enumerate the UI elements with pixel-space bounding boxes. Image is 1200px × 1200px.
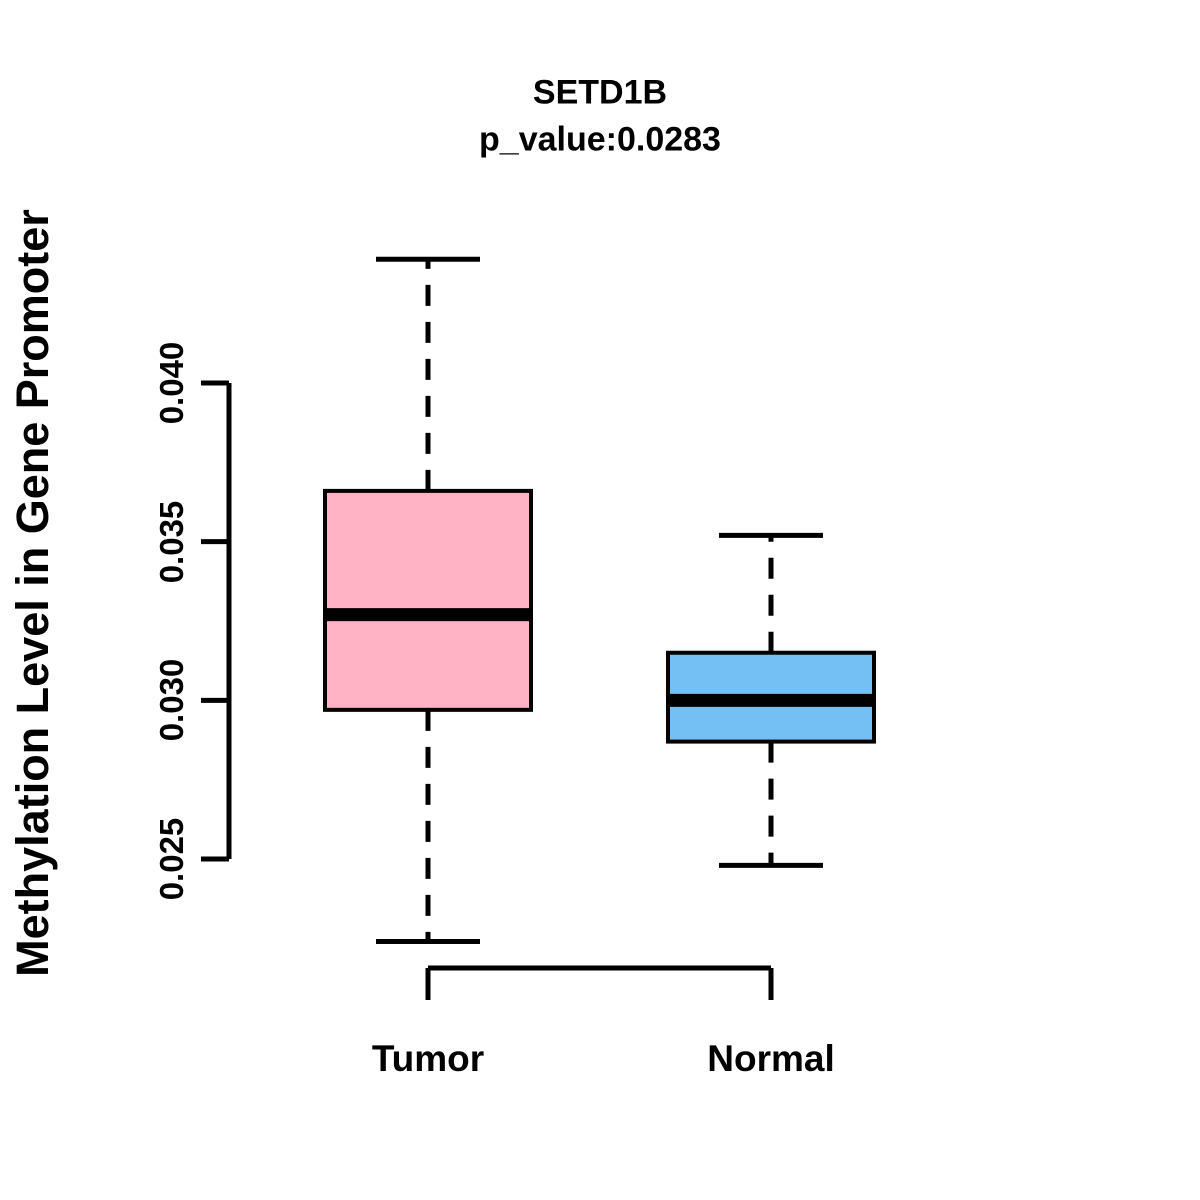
chart-subtitle: p_value:0.0283	[479, 120, 721, 159]
chart-title: SETD1B	[532, 73, 668, 112]
y-tick-label: 0.040	[153, 341, 190, 425]
y-tick-label: 0.025	[153, 817, 190, 901]
x-category-label: Normal	[707, 1038, 835, 1079]
x-category-label: Tumor	[371, 1038, 485, 1079]
y-tick-label: 0.035	[153, 500, 190, 583]
y-tick-label: 0.030	[153, 659, 190, 742]
boxplot-normal	[666, 532, 876, 868]
boxplot-tumor	[323, 256, 533, 945]
box-rect	[323, 488, 533, 712]
y-axis-label: Methylation Level in Gene Promoter	[7, 209, 58, 977]
